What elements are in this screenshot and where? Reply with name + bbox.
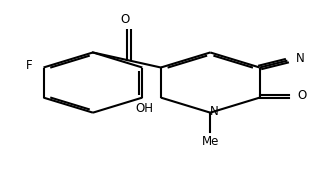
Text: O: O bbox=[121, 13, 130, 26]
Text: O: O bbox=[297, 89, 307, 102]
Text: N: N bbox=[210, 105, 218, 118]
Text: Me: Me bbox=[201, 135, 219, 148]
Text: F: F bbox=[25, 59, 32, 72]
Text: N: N bbox=[295, 52, 304, 65]
Text: OH: OH bbox=[135, 102, 153, 115]
